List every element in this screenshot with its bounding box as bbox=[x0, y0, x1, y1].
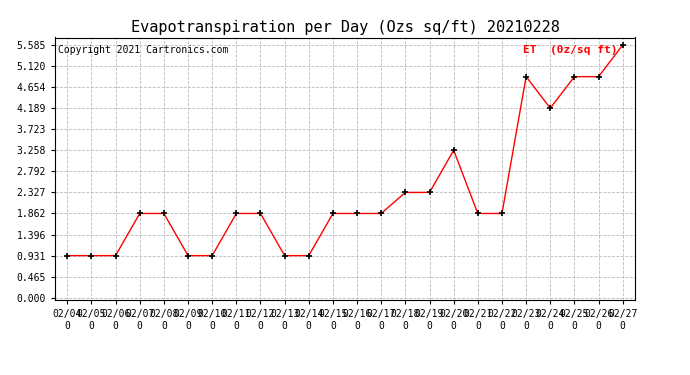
Text: ET  (0z/sq ft): ET (0z/sq ft) bbox=[523, 45, 618, 56]
Text: Copyright 2021 Cartronics.com: Copyright 2021 Cartronics.com bbox=[58, 45, 228, 56]
Title: Evapotranspiration per Day (Ozs sq/ft) 20210228: Evapotranspiration per Day (Ozs sq/ft) 2… bbox=[130, 20, 560, 35]
